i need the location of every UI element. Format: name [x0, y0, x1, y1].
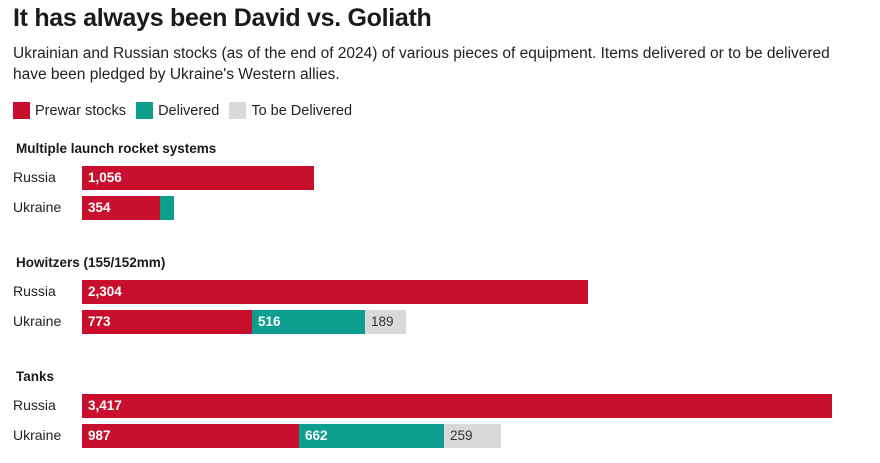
- bar-segment-prewar: 773: [82, 310, 252, 334]
- row-label-ukraine: Ukraine: [13, 427, 62, 443]
- bar-segment-to-be-delivered: 259: [444, 424, 501, 448]
- legend-item-to-be-delivered: To be Delivered: [229, 102, 352, 119]
- group-title: Howitzers (155/152mm): [16, 255, 166, 270]
- legend-label-prewar: Prewar stocks: [35, 102, 127, 119]
- row-label-russia: Russia: [13, 169, 56, 185]
- chart-subtitle: Ukrainian and Russian stocks (as of the …: [13, 45, 830, 83]
- group-title: Multiple launch rocket systems: [16, 141, 217, 156]
- chart-title: It has always been David vs. Goliath: [13, 4, 432, 32]
- bar-row-ukraine: 773 516 189: [82, 310, 406, 334]
- bar-segment-to-be-delivered: 189: [365, 310, 406, 334]
- bar-segment-prewar: 1,056: [82, 166, 314, 190]
- row-label-ukraine: Ukraine: [13, 199, 62, 215]
- row-label-russia: Russia: [13, 397, 56, 413]
- bar-segment-prewar: 354: [82, 196, 160, 220]
- legend-swatch-prewar: [13, 102, 30, 119]
- bar-row-ukraine: 354: [82, 196, 174, 220]
- legend: Prewar stocks Delivered To be Delivered: [13, 102, 362, 119]
- bar-segment-prewar: 3,417: [82, 394, 832, 418]
- legend-swatch-to-be-delivered: [229, 102, 247, 119]
- bar-segment-prewar: 987: [82, 424, 299, 448]
- group-title: Tanks: [16, 369, 55, 384]
- legend-swatch-delivered: [136, 102, 154, 119]
- legend-label-to-be-delivered: To be Delivered: [251, 102, 353, 119]
- bar-segment-delivered: 516: [252, 310, 365, 334]
- bar-row-russia: 3,417: [82, 394, 832, 418]
- bar-row-ukraine: 987 662 259: [82, 424, 501, 448]
- legend-item-prewar: Prewar stocks: [13, 102, 126, 119]
- bar-segment-delivered: 662: [299, 424, 444, 448]
- bar-row-russia: 2,304: [82, 280, 588, 304]
- row-label-ukraine: Ukraine: [13, 313, 62, 329]
- legend-label-delivered: Delivered: [158, 102, 220, 119]
- bar-row-russia: 1,056: [82, 166, 314, 190]
- bar-segment-prewar: 2,304: [82, 280, 588, 304]
- row-label-russia: Russia: [13, 283, 56, 299]
- legend-item-delivered: Delivered: [136, 102, 219, 119]
- bar-segment-delivered: [160, 196, 174, 220]
